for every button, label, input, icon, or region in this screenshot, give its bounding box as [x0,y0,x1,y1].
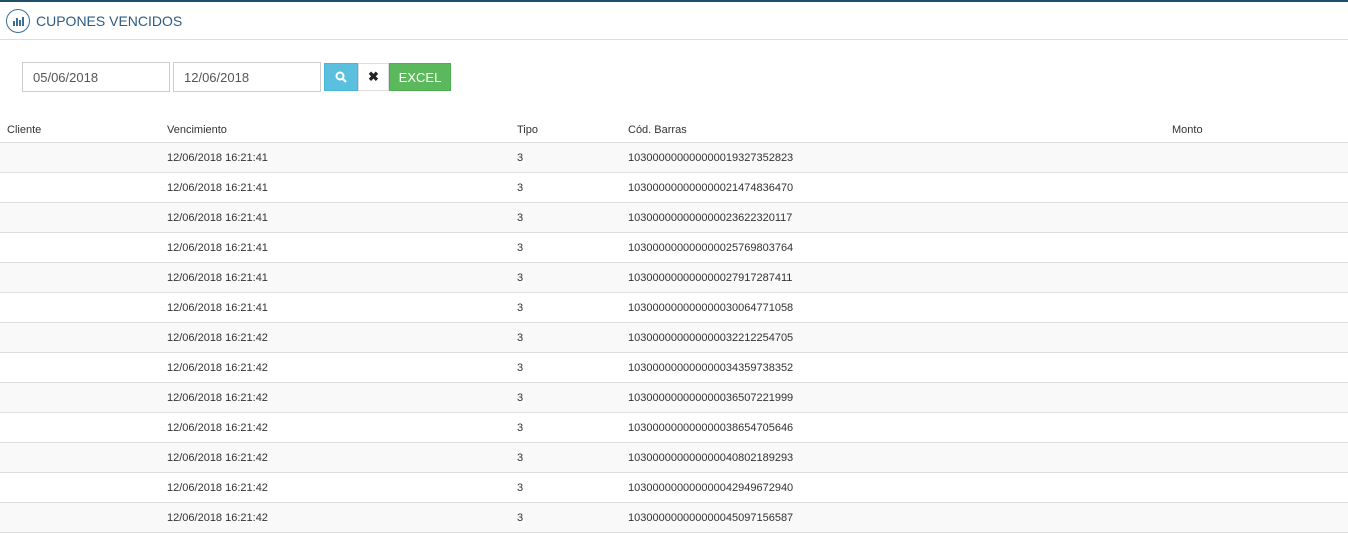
cell-tipo: 3 [517,232,628,263]
bar-chart-icon [6,8,30,33]
table-row[interactable]: 12/06/2018 16:21:41 3 10300000000000001932… [0,142,1348,173]
table-row[interactable]: 12/06/2018 16:21:42 3 10300000000000003221… [0,322,1348,353]
table-row[interactable]: 12/06/2018 16:21:41 3 10300000000000002362… [0,202,1348,233]
cell-cod-barras: 103000000000000027917287411 [628,262,1172,293]
cell-vencimiento: 12/06/2018 16:21:41 [167,232,517,263]
cell-cliente [0,502,167,533]
cell-monto [1172,232,1348,263]
table-row[interactable]: 12/06/2018 16:21:42 3 10300000000000003865… [0,412,1348,443]
cell-cod-barras: 103000000000000045097156587 [628,502,1172,533]
table-row[interactable]: 12/06/2018 16:21:41 3 10300000000000002791… [0,262,1348,293]
cell-monto [1172,412,1348,443]
cell-tipo: 3 [517,202,628,233]
search-icon [335,71,347,83]
cell-monto [1172,202,1348,233]
cell-cod-barras: 103000000000000025769803764 [628,232,1172,263]
table-header: Cliente Vencimiento Tipo Cód. Barras Mon… [0,118,1348,143]
cell-cod-barras: 103000000000000021474836470 [628,172,1172,203]
excel-button[interactable]: EXCEL [389,63,451,91]
cell-cliente [0,382,167,413]
cell-vencimiento: 12/06/2018 16:21:42 [167,322,517,353]
cell-monto [1172,142,1348,173]
cell-cliente [0,142,167,173]
cell-cliente [0,322,167,353]
coupons-table: Cliente Vencimiento Tipo Cód. Barras Mon… [0,118,1348,533]
column-header-monto[interactable]: Monto [1172,118,1348,143]
table-row[interactable]: 12/06/2018 16:21:41 3 10300000000000002576… [0,232,1348,263]
page-title: CUPONES VENCIDOS [36,12,183,29]
cell-cliente [0,352,167,383]
cell-cod-barras: 103000000000000038654705646 [628,412,1172,443]
cell-tipo: 3 [517,262,628,293]
cell-monto [1172,172,1348,203]
date-from-input[interactable] [22,62,170,92]
cell-cod-barras: 103000000000000030064771058 [628,292,1172,323]
cell-monto [1172,352,1348,383]
table-row[interactable]: 12/06/2018 16:21:42 3 10300000000000003650… [0,382,1348,413]
cell-tipo: 3 [517,502,628,533]
cell-cod-barras: 103000000000000042949672940 [628,472,1172,503]
cell-tipo: 3 [517,142,628,173]
cell-monto [1172,472,1348,503]
cell-monto [1172,382,1348,413]
cell-vencimiento: 12/06/2018 16:21:42 [167,412,517,443]
cell-cod-barras: 103000000000000019327352823 [628,142,1172,173]
cell-tipo: 3 [517,352,628,383]
cell-vencimiento: 12/06/2018 16:21:41 [167,172,517,203]
filter-bar: ✖ EXCEL [22,62,1348,92]
top-bar [0,0,1348,2]
cell-tipo: 3 [517,292,628,323]
cell-cod-barras: 103000000000000032212254705 [628,322,1172,353]
cell-tipo: 3 [517,322,628,353]
cell-vencimiento: 12/06/2018 16:21:42 [167,502,517,533]
table-row[interactable]: 12/06/2018 16:21:42 3 10300000000000004509… [0,502,1348,533]
cell-cod-barras: 103000000000000023622320117 [628,202,1172,233]
column-header-cliente[interactable]: Cliente [0,118,167,143]
cell-cliente [0,442,167,473]
cell-tipo: 3 [517,172,628,203]
cell-tipo: 3 [517,382,628,413]
table-row[interactable]: 12/06/2018 16:21:42 3 10300000000000003435… [0,352,1348,383]
table-row[interactable]: 12/06/2018 16:21:42 3 10300000000000004294… [0,472,1348,503]
cell-cliente [0,292,167,323]
column-header-tipo[interactable]: Tipo [517,118,628,143]
table-row[interactable]: 12/06/2018 16:21:41 3 10300000000000002147… [0,172,1348,203]
cell-monto [1172,262,1348,293]
clear-button[interactable]: ✖ [358,63,389,91]
cell-tipo: 3 [517,412,628,443]
cell-vencimiento: 12/06/2018 16:21:42 [167,382,517,413]
cell-vencimiento: 12/06/2018 16:21:42 [167,352,517,383]
cell-vencimiento: 12/06/2018 16:21:41 [167,142,517,173]
column-header-vencimiento[interactable]: Vencimiento [167,118,517,143]
cell-cod-barras: 103000000000000036507221999 [628,382,1172,413]
cell-cliente [0,412,167,443]
cell-monto [1172,442,1348,473]
cell-tipo: 3 [517,442,628,473]
cell-vencimiento: 12/06/2018 16:21:41 [167,292,517,323]
date-to-input[interactable] [173,62,321,92]
cell-cod-barras: 103000000000000040802189293 [628,442,1172,473]
cell-cod-barras: 103000000000000034359738352 [628,352,1172,383]
search-button[interactable] [324,63,358,91]
cell-cliente [0,202,167,233]
cell-cliente [0,232,167,263]
column-header-cod-barras[interactable]: Cód. Barras [628,118,1172,143]
cell-cliente [0,262,167,293]
page-header: CUPONES VENCIDOS [0,2,1348,40]
cell-vencimiento: 12/06/2018 16:21:42 [167,472,517,503]
cell-monto [1172,502,1348,533]
cell-vencimiento: 12/06/2018 16:21:42 [167,442,517,473]
close-icon: ✖ [368,69,379,84]
cell-cliente [0,472,167,503]
table-row[interactable]: 12/06/2018 16:21:41 3 10300000000000003006… [0,292,1348,323]
cell-tipo: 3 [517,472,628,503]
cell-cliente [0,172,167,203]
cell-vencimiento: 12/06/2018 16:21:41 [167,262,517,293]
cell-monto [1172,322,1348,353]
cell-monto [1172,292,1348,323]
cell-vencimiento: 12/06/2018 16:21:41 [167,202,517,233]
table-row[interactable]: 12/06/2018 16:21:42 3 10300000000000004080… [0,442,1348,473]
